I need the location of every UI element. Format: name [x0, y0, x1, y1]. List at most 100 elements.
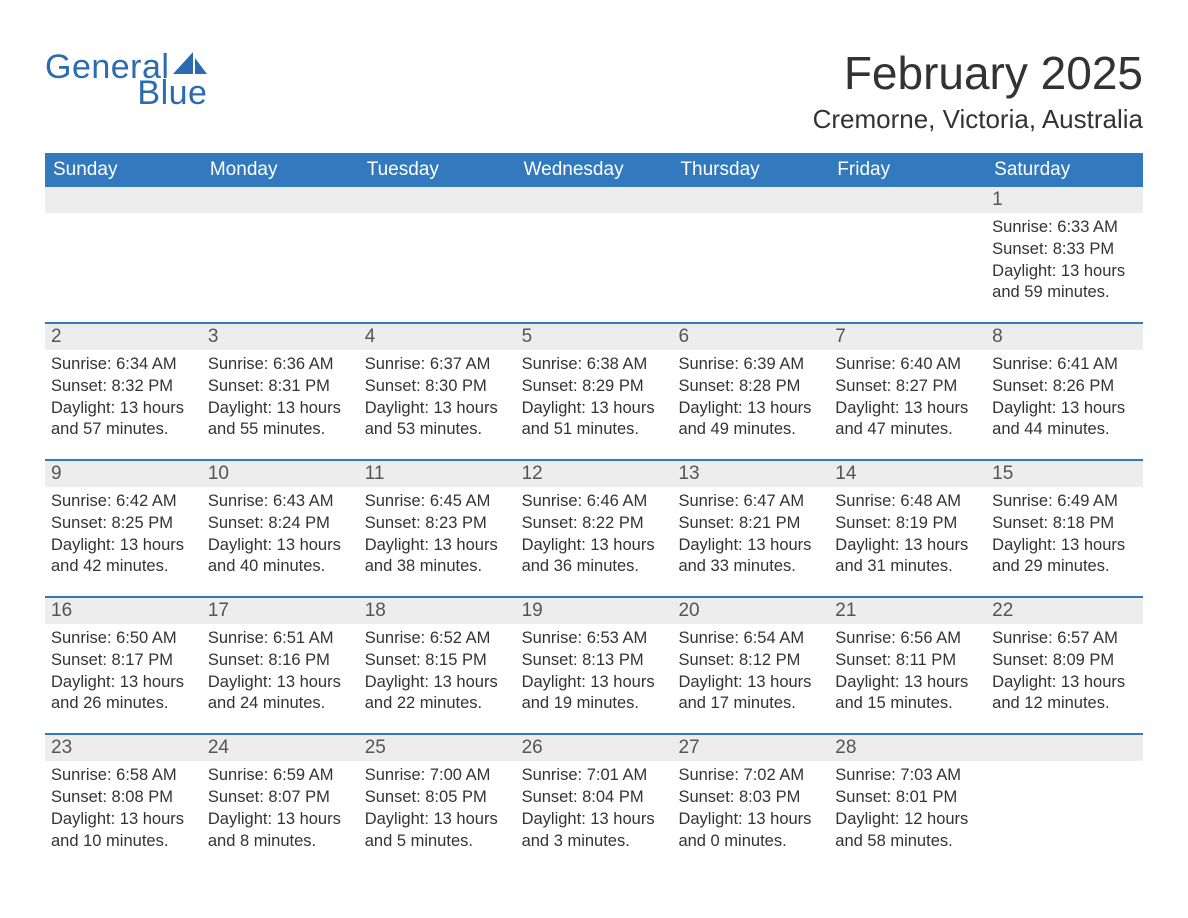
day-body: Sunrise: 7:02 AMSunset: 8:03 PMDaylight:…	[672, 761, 829, 856]
day-number: 28	[829, 735, 986, 761]
day-number	[202, 187, 359, 213]
day-body: Sunrise: 6:57 AMSunset: 8:09 PMDaylight:…	[986, 624, 1143, 719]
day-cell: 9Sunrise: 6:42 AMSunset: 8:25 PMDaylight…	[45, 461, 202, 582]
day-cell: 13Sunrise: 6:47 AMSunset: 8:21 PMDayligh…	[672, 461, 829, 582]
sunset-text: Sunset: 8:04 PM	[522, 787, 667, 809]
day-body	[202, 213, 359, 221]
day-body: Sunrise: 6:36 AMSunset: 8:31 PMDaylight:…	[202, 350, 359, 445]
day-cell: 10Sunrise: 6:43 AMSunset: 8:24 PMDayligh…	[202, 461, 359, 582]
sunset-text: Sunset: 8:11 PM	[835, 650, 980, 672]
day-cell: 8Sunrise: 6:41 AMSunset: 8:26 PMDaylight…	[986, 324, 1143, 445]
sunset-text: Sunset: 8:12 PM	[678, 650, 823, 672]
weekday-header: Wednesday	[516, 153, 673, 187]
sunset-text: Sunset: 8:16 PM	[208, 650, 353, 672]
day-cell	[359, 187, 516, 308]
sunrise-text: Sunrise: 6:41 AM	[992, 354, 1137, 376]
sunset-text: Sunset: 8:07 PM	[208, 787, 353, 809]
day-cell	[829, 187, 986, 308]
sunrise-text: Sunrise: 6:59 AM	[208, 765, 353, 787]
day-body: Sunrise: 6:40 AMSunset: 8:27 PMDaylight:…	[829, 350, 986, 445]
day-number: 25	[359, 735, 516, 761]
sunrise-text: Sunrise: 6:37 AM	[365, 354, 510, 376]
weekday-header: Friday	[829, 153, 986, 187]
sunset-text: Sunset: 8:28 PM	[678, 376, 823, 398]
sunset-text: Sunset: 8:23 PM	[365, 513, 510, 535]
day-number: 7	[829, 324, 986, 350]
day-body: Sunrise: 6:59 AMSunset: 8:07 PMDaylight:…	[202, 761, 359, 856]
sunset-text: Sunset: 8:24 PM	[208, 513, 353, 535]
weekday-header: Sunday	[45, 153, 202, 187]
daylight-text: Daylight: 13 hours and 12 minutes.	[992, 672, 1137, 716]
day-cell	[516, 187, 673, 308]
day-number: 24	[202, 735, 359, 761]
daylight-text: Daylight: 13 hours and 59 minutes.	[992, 261, 1137, 305]
day-number: 3	[202, 324, 359, 350]
day-number: 4	[359, 324, 516, 350]
daylight-text: Daylight: 13 hours and 26 minutes.	[51, 672, 196, 716]
daylight-text: Daylight: 13 hours and 10 minutes.	[51, 809, 196, 853]
location-subtitle: Cremorne, Victoria, Australia	[813, 104, 1143, 135]
day-body: Sunrise: 6:43 AMSunset: 8:24 PMDaylight:…	[202, 487, 359, 582]
daylight-text: Daylight: 13 hours and 51 minutes.	[522, 398, 667, 442]
day-number: 8	[986, 324, 1143, 350]
day-cell: 23Sunrise: 6:58 AMSunset: 8:08 PMDayligh…	[45, 735, 202, 856]
day-number: 27	[672, 735, 829, 761]
day-cell: 24Sunrise: 6:59 AMSunset: 8:07 PMDayligh…	[202, 735, 359, 856]
day-number: 14	[829, 461, 986, 487]
sunset-text: Sunset: 8:08 PM	[51, 787, 196, 809]
daylight-text: Daylight: 13 hours and 40 minutes.	[208, 535, 353, 579]
day-cell: 5Sunrise: 6:38 AMSunset: 8:29 PMDaylight…	[516, 324, 673, 445]
day-body: Sunrise: 6:56 AMSunset: 8:11 PMDaylight:…	[829, 624, 986, 719]
day-body: Sunrise: 6:52 AMSunset: 8:15 PMDaylight:…	[359, 624, 516, 719]
sunrise-text: Sunrise: 6:47 AM	[678, 491, 823, 513]
day-number: 26	[516, 735, 673, 761]
sunrise-text: Sunrise: 6:39 AM	[678, 354, 823, 376]
week-row: 23Sunrise: 6:58 AMSunset: 8:08 PMDayligh…	[45, 733, 1143, 856]
daylight-text: Daylight: 13 hours and 29 minutes.	[992, 535, 1137, 579]
sunrise-text: Sunrise: 6:56 AM	[835, 628, 980, 650]
daylight-text: Daylight: 12 hours and 58 minutes.	[835, 809, 980, 853]
day-body	[986, 761, 1143, 769]
day-number: 2	[45, 324, 202, 350]
day-cell: 21Sunrise: 6:56 AMSunset: 8:11 PMDayligh…	[829, 598, 986, 719]
daylight-text: Daylight: 13 hours and 38 minutes.	[365, 535, 510, 579]
daylight-text: Daylight: 13 hours and 55 minutes.	[208, 398, 353, 442]
day-body: Sunrise: 6:39 AMSunset: 8:28 PMDaylight:…	[672, 350, 829, 445]
day-body: Sunrise: 6:47 AMSunset: 8:21 PMDaylight:…	[672, 487, 829, 582]
day-body: Sunrise: 6:45 AMSunset: 8:23 PMDaylight:…	[359, 487, 516, 582]
sunrise-text: Sunrise: 6:51 AM	[208, 628, 353, 650]
sunset-text: Sunset: 8:19 PM	[835, 513, 980, 535]
sunrise-text: Sunrise: 7:02 AM	[678, 765, 823, 787]
day-body	[829, 213, 986, 221]
day-cell: 22Sunrise: 6:57 AMSunset: 8:09 PMDayligh…	[986, 598, 1143, 719]
sunset-text: Sunset: 8:21 PM	[678, 513, 823, 535]
calendar-page: General Blue February 2025 Cremorne, Vic…	[0, 0, 1188, 896]
day-cell	[672, 187, 829, 308]
daylight-text: Daylight: 13 hours and 15 minutes.	[835, 672, 980, 716]
sunrise-text: Sunrise: 6:54 AM	[678, 628, 823, 650]
day-body: Sunrise: 6:37 AMSunset: 8:30 PMDaylight:…	[359, 350, 516, 445]
daylight-text: Daylight: 13 hours and 53 minutes.	[365, 398, 510, 442]
sunset-text: Sunset: 8:29 PM	[522, 376, 667, 398]
day-cell	[986, 735, 1143, 856]
daylight-text: Daylight: 13 hours and 0 minutes.	[678, 809, 823, 853]
day-cell	[202, 187, 359, 308]
sunset-text: Sunset: 8:32 PM	[51, 376, 196, 398]
day-number: 1	[986, 187, 1143, 213]
daylight-text: Daylight: 13 hours and 19 minutes.	[522, 672, 667, 716]
day-number: 5	[516, 324, 673, 350]
day-number	[829, 187, 986, 213]
header: General Blue February 2025 Cremorne, Vic…	[45, 50, 1143, 135]
month-title: February 2025	[813, 50, 1143, 96]
weekday-header: Saturday	[986, 153, 1143, 187]
sunrise-text: Sunrise: 6:42 AM	[51, 491, 196, 513]
day-cell	[45, 187, 202, 308]
day-number	[672, 187, 829, 213]
day-cell: 19Sunrise: 6:53 AMSunset: 8:13 PMDayligh…	[516, 598, 673, 719]
daylight-text: Daylight: 13 hours and 17 minutes.	[678, 672, 823, 716]
daylight-text: Daylight: 13 hours and 5 minutes.	[365, 809, 510, 853]
day-cell: 12Sunrise: 6:46 AMSunset: 8:22 PMDayligh…	[516, 461, 673, 582]
sunset-text: Sunset: 8:31 PM	[208, 376, 353, 398]
day-body	[359, 213, 516, 221]
day-body	[516, 213, 673, 221]
